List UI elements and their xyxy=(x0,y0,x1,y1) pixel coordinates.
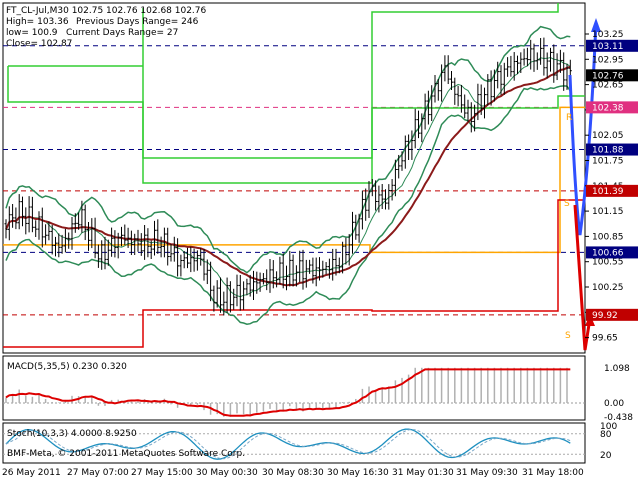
axis-tick-label: 103.25 xyxy=(592,30,624,40)
price-tag-label: 100.66 xyxy=(592,248,624,258)
s-marker-lower: S xyxy=(565,331,571,341)
previous-days-range: Previous Days Range= 246 xyxy=(76,17,199,27)
day-high-range-inner xyxy=(7,66,585,159)
level-lines xyxy=(3,45,585,316)
price-pane[interactable] xyxy=(2,2,586,354)
time-axis: 26 May 2011 27 May 07:00 27 May 15:00 30… xyxy=(2,468,584,478)
price-tag-label: 101.39 xyxy=(592,187,624,197)
bollinger-middle xyxy=(5,56,571,298)
axis-tick-label: 102.65 xyxy=(592,81,624,91)
axis-tick-label: 102.05 xyxy=(592,131,624,141)
low-line: low= 100.9 xyxy=(6,28,58,38)
day-high-range xyxy=(8,3,559,184)
stoch-axis-label: 80 xyxy=(600,430,612,440)
price-tag-label: 99.92 xyxy=(592,311,618,321)
stoch-pane[interactable] xyxy=(2,422,586,464)
time-label: 30 May 08:30 xyxy=(262,468,324,478)
price-tag-label: 102.76 xyxy=(592,71,624,81)
price-tag xyxy=(586,143,638,156)
day-low-range xyxy=(3,199,585,348)
stoch-signal-line xyxy=(5,428,571,460)
price-tag xyxy=(586,69,638,82)
stoch-axis-label: 20 xyxy=(600,451,612,461)
macd-title: MACD(5,35,5) 0.230 0.320 xyxy=(7,362,127,372)
symbol-line: FT_CL-Jul,M30 102.75 102.76 102.68 102.7… xyxy=(6,6,207,16)
price-axis: 103.25102.95102.65102.35102.05101.75101.… xyxy=(585,30,638,344)
time-label: 27 May 15:00 xyxy=(131,468,193,478)
s-marker-upper: S xyxy=(564,199,570,209)
r-marker: R xyxy=(566,113,572,123)
orange-level-line xyxy=(3,106,585,254)
price-bars xyxy=(4,37,572,316)
macd-signal-line xyxy=(5,368,571,417)
time-label: 31 May 18:00 xyxy=(522,468,584,478)
axis-tick-label: 102.95 xyxy=(592,55,624,65)
time-label: 30 May 00:30 xyxy=(196,468,258,478)
axis-tick-label: 100.55 xyxy=(592,258,624,268)
price-tag xyxy=(586,246,638,259)
price-tag-label: 102.38 xyxy=(592,103,624,113)
bollinger-lower xyxy=(5,85,571,325)
time-label: 30 May 16:30 xyxy=(327,468,389,478)
close-line: Close= 102.87 xyxy=(6,39,72,49)
watermark: BMF-Meta, © 2001-2011 MetaQuotes Softwar… xyxy=(7,449,245,459)
macd-axis-label: -0.438 xyxy=(604,413,633,423)
macd-axis-label: 0.00 xyxy=(604,399,624,409)
bollinger-upper xyxy=(5,25,571,274)
macd-axis-label: 1.098 xyxy=(604,364,630,374)
axis-tick-label: 100.85 xyxy=(592,232,624,242)
price-tag-label: 103.11 xyxy=(592,42,624,52)
time-label: 27 May 07:00 xyxy=(67,468,129,478)
bollinger-bands xyxy=(5,25,571,325)
price-tag xyxy=(586,101,638,114)
current-days-range: Current Days Range= 27 xyxy=(66,28,178,38)
price-tag-label: 101.88 xyxy=(592,146,624,156)
time-label: 31 May 09:30 xyxy=(456,468,518,478)
time-label: 31 May 01:30 xyxy=(392,468,454,478)
axis-tick-label: 101.15 xyxy=(592,207,624,217)
time-label: 26 May 2011 xyxy=(2,468,61,478)
day-range-lines xyxy=(3,3,585,348)
axis-tick-label: 101.75 xyxy=(592,157,624,167)
price-tag xyxy=(586,39,638,52)
axis-tick-label: 100.25 xyxy=(592,283,624,293)
stoch-main-line xyxy=(5,428,571,460)
stoch-title: Stoch(10,3,3) 4.0000 8.9250 xyxy=(7,429,137,439)
price-tag xyxy=(586,308,638,321)
high-line: High= 103.36 xyxy=(6,17,69,27)
forecast-up-arrowhead xyxy=(591,18,601,32)
forecast-down-arrow xyxy=(573,204,592,351)
moving-average xyxy=(5,65,571,287)
stoch-axis-label: 100 xyxy=(600,422,617,432)
forecast-up-arrow xyxy=(568,21,598,236)
macd-indicator: 1.098 0.00 -0.438 xyxy=(3,364,633,423)
price-tag xyxy=(586,184,638,197)
axis-tick-label: 99.65 xyxy=(592,334,618,344)
